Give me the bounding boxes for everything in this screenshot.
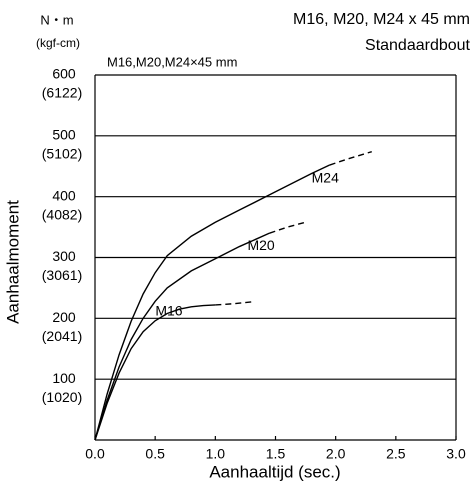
x-tick-label: 1.0: [206, 446, 226, 462]
y-axis-label: Aanhaalmoment: [3, 200, 22, 324]
series-label: M16: [155, 303, 182, 319]
y2-tick-label: (1020): [42, 389, 82, 405]
series-extension: [329, 150, 372, 166]
y2-tick-label: (6122): [42, 85, 82, 101]
y-tick-label: 100: [52, 370, 76, 386]
y2-tick-label: (5102): [42, 146, 82, 162]
series-extension: [215, 301, 252, 306]
series-line: [94, 304, 216, 441]
y-tick-label: 400: [52, 187, 76, 203]
y-unit: N・m: [40, 12, 73, 27]
y2-tick-label: (2041): [42, 328, 82, 344]
series-extension: [269, 221, 306, 234]
y-tick-label: 600: [52, 66, 76, 82]
y-tick-label: 500: [52, 127, 76, 143]
series-line: [94, 232, 270, 441]
x-axis-label: Aanhaaltijd (sec.): [209, 462, 340, 481]
x-tick-label: 3.0: [446, 446, 466, 462]
y-tick-label: 300: [52, 248, 76, 264]
x-tick-label: 1.5: [266, 446, 286, 462]
chart-title: M16, M20, M24 x 45 mm: [293, 11, 470, 28]
series-line: [94, 164, 330, 441]
x-tick-label: 2.5: [386, 446, 406, 462]
plot-title: M16,M20,M24×45 mm: [107, 54, 237, 69]
x-tick-label: 0.0: [85, 446, 105, 462]
y2-tick-label: (4082): [42, 206, 82, 222]
series-label: M20: [247, 237, 274, 253]
y-tick-label: 200: [52, 309, 76, 325]
y2-tick-label: (3061): [42, 267, 82, 283]
series-label: M24: [312, 170, 339, 186]
x-tick-label: 0.5: [145, 446, 165, 462]
y2-unit: (kgf-cm): [36, 36, 80, 50]
chart-subtitle: Standaardbout: [365, 37, 471, 54]
x-tick-label: 2.0: [326, 446, 346, 462]
